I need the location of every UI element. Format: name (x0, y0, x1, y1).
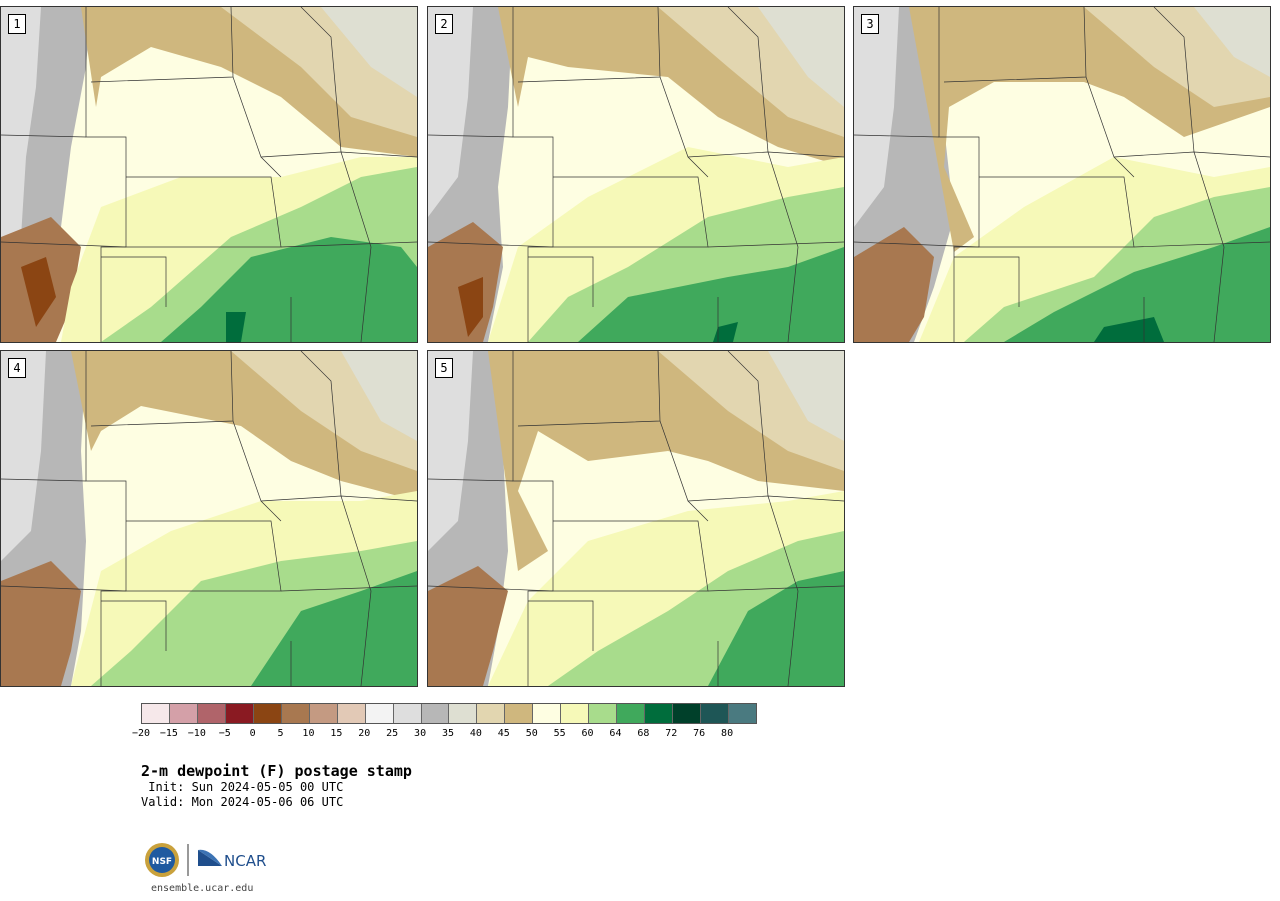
stamp-panel-5: 5 (427, 350, 845, 687)
stamp-panel-4: 4 (0, 350, 418, 687)
colorbar-tick-label: 0 (249, 728, 256, 739)
colorbar-swatch (589, 704, 618, 723)
panel-number: 5 (435, 358, 453, 378)
colorbar-swatch (673, 704, 702, 723)
colorbar-tick-label: 72 (665, 728, 678, 739)
init-time: Init: Sun 2024-05-05 00 UTC (141, 780, 344, 794)
colorbar-tick-label: 80 (721, 728, 734, 739)
colorbar-swatch (169, 704, 198, 723)
colorbar-swatch (281, 704, 310, 723)
ncar-logo-icon: NCAR (198, 849, 266, 870)
colorbar-tick-label: 35 (441, 728, 455, 739)
colorbar-tick-label: −15 (159, 728, 178, 739)
colorbar-swatch (337, 704, 366, 723)
colorbar-tick-label: −10 (187, 728, 206, 739)
colorbar-tick-label: 68 (637, 728, 650, 739)
colorbar-swatch (253, 704, 282, 723)
logo-block: NSF NCAR (145, 843, 266, 877)
panel-number: 3 (861, 14, 879, 34)
colorbar-swatch (449, 704, 478, 723)
colorbar-tick-label: 25 (386, 728, 399, 739)
colorbar-tick-label: 40 (469, 728, 482, 739)
colorbar-tick-label: 45 (497, 728, 510, 739)
colorbar (141, 703, 757, 724)
nsf-logo-text: NSF (152, 857, 172, 867)
colorbar-tick-label: 55 (553, 728, 566, 739)
ncar-logo-text: NCAR (224, 852, 266, 870)
colorbar-tick-label: 50 (525, 728, 538, 739)
colorbar-swatch (645, 704, 674, 723)
colorbar-swatch (393, 704, 422, 723)
stamp-panel-2: 2 (427, 6, 845, 343)
stamp-panel-3: 3 (853, 6, 1271, 343)
colorbar-swatch (225, 704, 254, 723)
colorbar-swatch (421, 704, 450, 723)
colorbar-tick-label: 64 (609, 728, 622, 739)
colorbar-swatch (561, 704, 590, 723)
colorbar-swatch (142, 704, 170, 723)
colorbar-swatch (309, 704, 338, 723)
dewpoint-map-2 (428, 7, 844, 342)
colorbar-swatch (505, 704, 534, 723)
colorbar-tick-label: −5 (218, 728, 231, 739)
nsf-logo-icon: NSF (145, 843, 179, 877)
colorbar-swatch (477, 704, 506, 723)
dewpoint-map-4 (1, 351, 417, 686)
colorbar-tick-label: −20 (131, 728, 151, 739)
colorbar-tick-label: 30 (414, 728, 427, 739)
stamp-panel-1: 1 (0, 6, 418, 343)
colorbar-swatch (365, 704, 394, 723)
colorbar-swatch (701, 704, 730, 723)
dewpoint-map-3 (854, 7, 1270, 342)
colorbar-swatch (617, 704, 646, 723)
colorbar-swatch (197, 704, 226, 723)
figure-title: 2-m dewpoint (F) postage stamp (141, 762, 412, 780)
site-url: ensemble.ucar.edu (151, 883, 254, 894)
colorbar-swatch (533, 704, 562, 723)
dewpoint-map-1 (1, 7, 417, 342)
colorbar-swatch (729, 704, 756, 723)
colorbar-tick-label: 20 (358, 728, 371, 739)
colorbar-tick-label: 76 (693, 728, 706, 739)
panel-number: 2 (435, 14, 453, 34)
panel-number: 1 (8, 14, 26, 34)
dewpoint-map-5 (428, 351, 844, 686)
colorbar-tick-label: 5 (277, 728, 284, 739)
panel-number: 4 (8, 358, 26, 378)
colorbar-tick-label: 60 (581, 728, 594, 739)
colorbar-tick-label: 10 (302, 728, 315, 739)
valid-time: Valid: Mon 2024-05-06 06 UTC (141, 795, 344, 809)
colorbar-tick-label: 15 (330, 728, 343, 739)
